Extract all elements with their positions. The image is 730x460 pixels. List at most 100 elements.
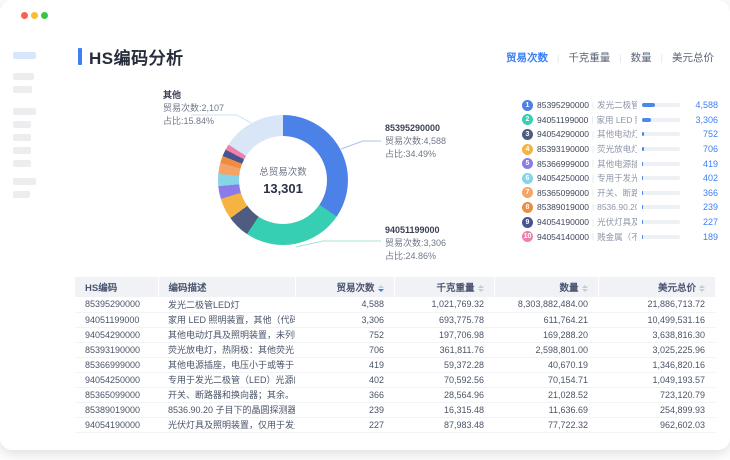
legend-bar-fill: [642, 205, 644, 210]
legend-item[interactable]: 4 85393190000 | 荧光放电灯... 706: [522, 142, 718, 157]
legend-item[interactable]: 3 94054290000 | 其他电动灯... 752: [522, 127, 718, 142]
legend-bar-fill: [642, 103, 656, 108]
legend-bar-track: [642, 176, 680, 181]
sort-icon[interactable]: [477, 284, 484, 293]
cell-value: 752: [295, 327, 394, 343]
callout-title: 85395290000: [385, 123, 441, 133]
legend-separator: |: [592, 100, 595, 110]
column-header-4[interactable]: 千克重量: [394, 277, 495, 297]
legend-desc: 家用 LED 照...: [596, 114, 637, 125]
legend-item[interactable]: 8 85389019000 | 8536.90.20 ... 239: [522, 200, 718, 215]
sidebar-item[interactable]: [13, 86, 32, 93]
cell-hs-code: 94054190000: [75, 417, 158, 433]
sidebar-item[interactable]: [13, 191, 30, 198]
tab-4[interactable]: 美元总价: [672, 52, 714, 64]
cell-value: 21,886,713.72: [598, 297, 715, 313]
legend-desc: 开关、断路...: [597, 187, 637, 198]
cell-value: 402: [295, 372, 394, 388]
cell-hs-code: 94054290000: [75, 327, 158, 343]
cell-value: 21,028.52: [494, 387, 598, 403]
legend-bar-fill: [642, 132, 645, 137]
legend-item[interactable]: 6 94054250000 | 专用于发光... 402: [522, 171, 718, 186]
table-row[interactable]: 94054250000专用于发光二极管（LED）光源的灯具及...40270,5…: [75, 372, 715, 388]
legend-desc: 其他电源插...: [597, 158, 637, 169]
legend-rank-badge: 9: [522, 216, 533, 228]
legend-bar-track: [642, 132, 680, 137]
legend-item[interactable]: 2 94051199000 | 家用 LED 照... 3,306: [522, 113, 718, 128]
cell-value: 2,598,801.00: [494, 342, 598, 358]
legend-code: 94054190000: [537, 217, 590, 228]
sidebar-item[interactable]: [13, 121, 31, 128]
cell-value: 1,049,193.57: [598, 372, 715, 388]
cell-value: 28,564.96: [394, 387, 494, 403]
legend-bar-track: [642, 234, 680, 239]
legend-code: 85366999000: [537, 158, 590, 169]
legend-item[interactable]: 1 85395290000 | 发光二极管... 4,588: [522, 98, 718, 113]
column-label: 编码描述: [168, 283, 207, 294]
legend-bar-track: [642, 147, 680, 152]
donut-chart[interactable]: 总贸易次数 13,301: [218, 115, 348, 245]
legend-item[interactable]: 9 94054190000 | 光伏灯具及... 227: [522, 215, 718, 230]
table-row[interactable]: 94054290000其他电动灯具及照明装置，未列明，设计...752197,7…: [75, 327, 715, 343]
cell-description: 专用于发光二极管（LED）光源的灯具及...: [158, 372, 295, 388]
legend-value: 227: [702, 217, 718, 228]
donut-chart-section: 总贸易次数 13,301 其他 贸易次数:2,107 占比:15.84% 853…: [75, 85, 523, 273]
legend-code: 94054140000: [537, 231, 590, 242]
table-row[interactable]: 94054190000光伏灯具及照明装置，仅用于发光二极管...22787,98…: [75, 417, 715, 433]
column-header-5[interactable]: 数量: [494, 277, 599, 297]
legend-item[interactable]: 7 85365099000 | 开关、断路... 366: [522, 186, 718, 201]
legend-bar-fill: [642, 234, 644, 239]
legend-bar-fill: [642, 161, 644, 166]
sidebar-item[interactable]: [13, 160, 31, 167]
page-title-text: HS编码分析: [89, 49, 184, 68]
tab-3[interactable]: 数量: [630, 52, 652, 64]
column-label: 数量: [559, 283, 579, 294]
column-header-6[interactable]: 美元总价: [598, 277, 715, 297]
sidebar-item[interactable]: [13, 134, 31, 141]
sidebar-item[interactable]: [13, 178, 36, 185]
close-window-button[interactable]: [21, 12, 28, 19]
cell-value: 227: [295, 417, 394, 433]
table-row[interactable]: 85393190000荧光放电灯，热阴极：其他荧光，热阴极706361,811.…: [75, 342, 715, 358]
sort-icon[interactable]: [377, 284, 384, 293]
cell-description: 其他电源插座，电压小于或等于 1000 伏：...: [158, 357, 295, 373]
legend-item[interactable]: 10 94054140000 | 贱金属（不... 189: [522, 229, 718, 244]
legend-code: 94054290000: [537, 129, 590, 140]
callout-line: 占比:24.86%: [385, 251, 437, 261]
cell-value: 59,372.28: [394, 357, 494, 373]
legend-bar-fill: [642, 117, 652, 122]
sort-icon[interactable]: [699, 284, 705, 293]
sort-icon[interactable]: [581, 284, 588, 293]
cell-value: 361,811.76: [394, 342, 494, 358]
sidebar-item[interactable]: [13, 147, 31, 154]
cell-value: 4,588: [295, 297, 394, 313]
table-row[interactable]: 85365099000 开关、断路器和换向器；其余。 366 28,564.96 21,…: [75, 387, 715, 403]
legend-value: 752: [702, 129, 718, 140]
callout-second-code: 94051199000 贸易次数:3,306 占比:24.86%: [385, 224, 446, 263]
legend-desc: 光伏灯具及...: [597, 217, 637, 228]
tab-1[interactable]: 贸易次数: [505, 52, 548, 64]
legend-item[interactable]: 5 85366999000 | 其他电源插... 419: [522, 156, 718, 171]
minimize-window-button[interactable]: [31, 12, 38, 19]
maximize-window-button[interactable]: [41, 12, 48, 19]
column-header-3[interactable]: 贸易次数: [295, 277, 395, 297]
cell-value: 197,706.98: [394, 327, 494, 343]
column-label: 贸易次数: [336, 283, 375, 294]
sidebar-item-active[interactable]: [13, 52, 36, 59]
cell-value: 706: [295, 342, 394, 358]
legend-bar-track: [642, 220, 680, 225]
cell-value: 40,670.19: [494, 357, 598, 373]
legend-code: 94051199000: [537, 114, 589, 125]
tab-2[interactable]: 千克重量: [568, 52, 611, 64]
cell-hs-code: 85389019000: [75, 402, 158, 418]
sidebar-item[interactable]: [13, 73, 34, 80]
legend-rank-badge: 8: [522, 201, 533, 213]
sidebar-item[interactable]: [13, 108, 36, 115]
cell-value: 611,764.21: [494, 312, 598, 328]
table-row[interactable]: 85395290000 发光二极管LED灯 4,588 1,021,769.32 8,3…: [75, 297, 715, 313]
legend-separator: |: [592, 173, 595, 183]
legend-rank-badge: 4: [522, 143, 533, 155]
